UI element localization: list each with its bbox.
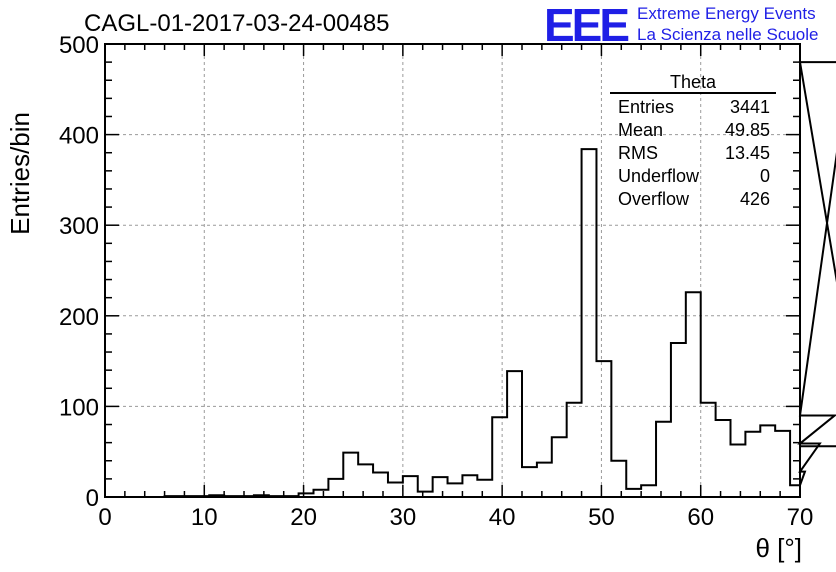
- plot-title: CAGL-01-2017-03-24-00485: [84, 10, 390, 37]
- x-tick-label: 10: [191, 504, 218, 531]
- stats-value: 426: [739, 189, 770, 209]
- y-tick-label: 300: [59, 213, 99, 240]
- stats-row: Entries 3441: [610, 96, 776, 119]
- y-tick-label: 200: [59, 304, 99, 331]
- grid-lines: [105, 44, 800, 497]
- stats-value: 49.85: [724, 120, 770, 140]
- stats-row: Overflow 426: [610, 188, 776, 211]
- x-tick-label: 50: [588, 504, 615, 531]
- stats-value: 3441: [729, 97, 770, 117]
- stats-value: 0: [759, 166, 770, 186]
- x-axis-label: θ [°]: [755, 533, 802, 563]
- y-tick-label: 0: [86, 485, 99, 512]
- axis-tick-labels: 0 10 20 30 40 50 60 70 0 100 200 300 400 500: [59, 32, 813, 531]
- stats-row: Mean 49.85: [610, 119, 776, 142]
- x-tick-label: 30: [390, 504, 417, 531]
- y-tick-label: 100: [59, 394, 99, 421]
- stats-label: Entries: [618, 97, 675, 117]
- stats-title: Theta: [610, 72, 776, 94]
- x-tick-label: 60: [687, 504, 714, 531]
- x-tick-label: 20: [290, 504, 317, 531]
- stats-row: RMS 13.45: [610, 142, 776, 165]
- axis-ticks: [104, 43, 801, 498]
- stats-label: RMS: [618, 143, 658, 163]
- stats-label: Overflow: [618, 189, 690, 209]
- stats-row: Underflow 0: [610, 165, 776, 188]
- logo-mark: EEE: [544, 0, 630, 51]
- y-axis-label: Entries/bin: [5, 112, 35, 235]
- y-tick-label: 500: [59, 32, 99, 59]
- stats-label: Underflow: [618, 166, 700, 186]
- x-tick-label: 70: [787, 504, 814, 531]
- stats-box: Theta Entries 3441 Mean 49.85 RMS 13.45 …: [610, 72, 776, 211]
- y-tick-label: 400: [59, 123, 99, 150]
- x-tick-label: 40: [489, 504, 516, 531]
- stats-label: Mean: [618, 120, 664, 140]
- plot-frame: [104, 43, 801, 498]
- stats-value: 13.45: [724, 143, 770, 163]
- logo-line-1: Extreme Energy Events: [637, 4, 816, 23]
- x-tick-label: 0: [98, 504, 111, 531]
- logo-line-2: La Scienza nelle Scuole: [637, 25, 819, 44]
